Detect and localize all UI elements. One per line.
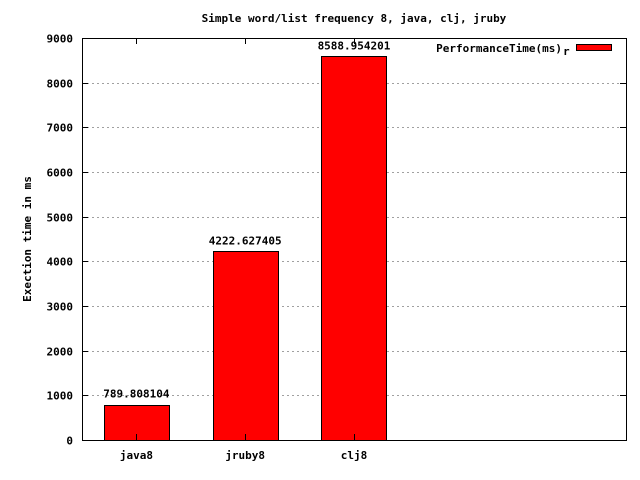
y-tick-label: 4000: [47, 256, 74, 269]
x-tick-label: clj8: [341, 449, 368, 462]
chart-title: Simple word/list frequency 8, java, clj,…: [202, 12, 507, 25]
y-axis-label: Exection time in ms: [21, 176, 34, 302]
y-tick-label: 6000: [47, 167, 74, 180]
y-tick-label: 1000: [47, 390, 74, 403]
bars: [104, 56, 387, 441]
x-tick-label: jruby8: [225, 449, 265, 462]
y-tick-label: 0: [66, 435, 73, 448]
y-tick-label: 5000: [47, 212, 74, 225]
bar-jruby8: [213, 251, 279, 441]
y-tick-label: 3000: [47, 301, 74, 314]
data-label: 8588.954201: [318, 39, 391, 52]
y-tick-label: 8000: [47, 78, 74, 91]
legend-swatch: [576, 44, 612, 51]
y-tick-label: 2000: [47, 346, 74, 359]
legend-suffix: r: [563, 45, 570, 58]
y-tick-label: 9000: [47, 33, 74, 46]
y-tick-label: 7000: [47, 122, 74, 135]
axis-ticks: 0 1000 2000 3000 4000 5000 6000 7000 8000 9000 jav…: [47, 33, 626, 462]
bar-clj8: [321, 56, 387, 441]
data-label: 4222.627405: [209, 234, 282, 247]
x-tick-label: java8: [120, 449, 153, 462]
data-labels: 789.808104 4222.627405 8588.954201: [103, 39, 391, 400]
legend: PerformanceTime(ms) r: [436, 42, 612, 58]
legend-label: PerformanceTime(ms): [436, 42, 562, 55]
data-label: 789.808104: [103, 388, 170, 401]
